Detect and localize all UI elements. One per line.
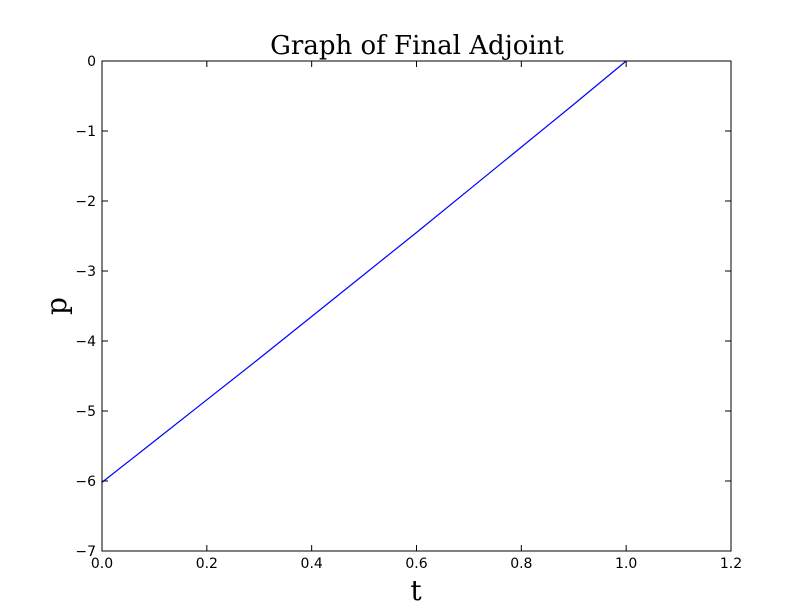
x-tick-label: 0.2 <box>196 556 218 572</box>
y-tick-label: −1 <box>75 124 96 140</box>
x-tick-label: 0.8 <box>510 556 532 572</box>
plot-frame <box>101 60 732 552</box>
y-axis-label: p <box>40 297 73 315</box>
y-tick-label: −4 <box>75 334 96 350</box>
x-tick-label: 1.2 <box>720 556 742 572</box>
y-tick-label: −3 <box>75 264 96 280</box>
y-tick-label: −5 <box>75 404 96 420</box>
x-axis-ticks: 0.0 0.2 0.4 0.6 0.8 1.0 1.2 <box>91 61 742 572</box>
y-tick-label: −6 <box>75 474 96 490</box>
x-axis-label: t <box>410 574 422 607</box>
x-tick-label: 0.0 <box>91 556 113 572</box>
series-layer <box>101 60 627 483</box>
series-line <box>101 60 627 483</box>
x-tick-label: 1.0 <box>615 556 637 572</box>
x-tick-label: 0.4 <box>301 556 323 572</box>
x-tick-label: 0.6 <box>405 556 427 572</box>
chart-title: Graph of Final Adjoint <box>270 31 564 61</box>
plot-area: 0.0 0.2 0.4 0.6 0.8 1.0 1.2 0 −1 −2 −3 −4 −5 −6 −7 <box>75 54 742 572</box>
y-tick-label: −2 <box>75 194 96 210</box>
y-tick-label: −7 <box>75 544 96 560</box>
y-tick-label: 0 <box>87 54 96 70</box>
y-axis-ticks: 0 −1 −2 −3 −4 −5 −6 −7 <box>75 54 731 560</box>
